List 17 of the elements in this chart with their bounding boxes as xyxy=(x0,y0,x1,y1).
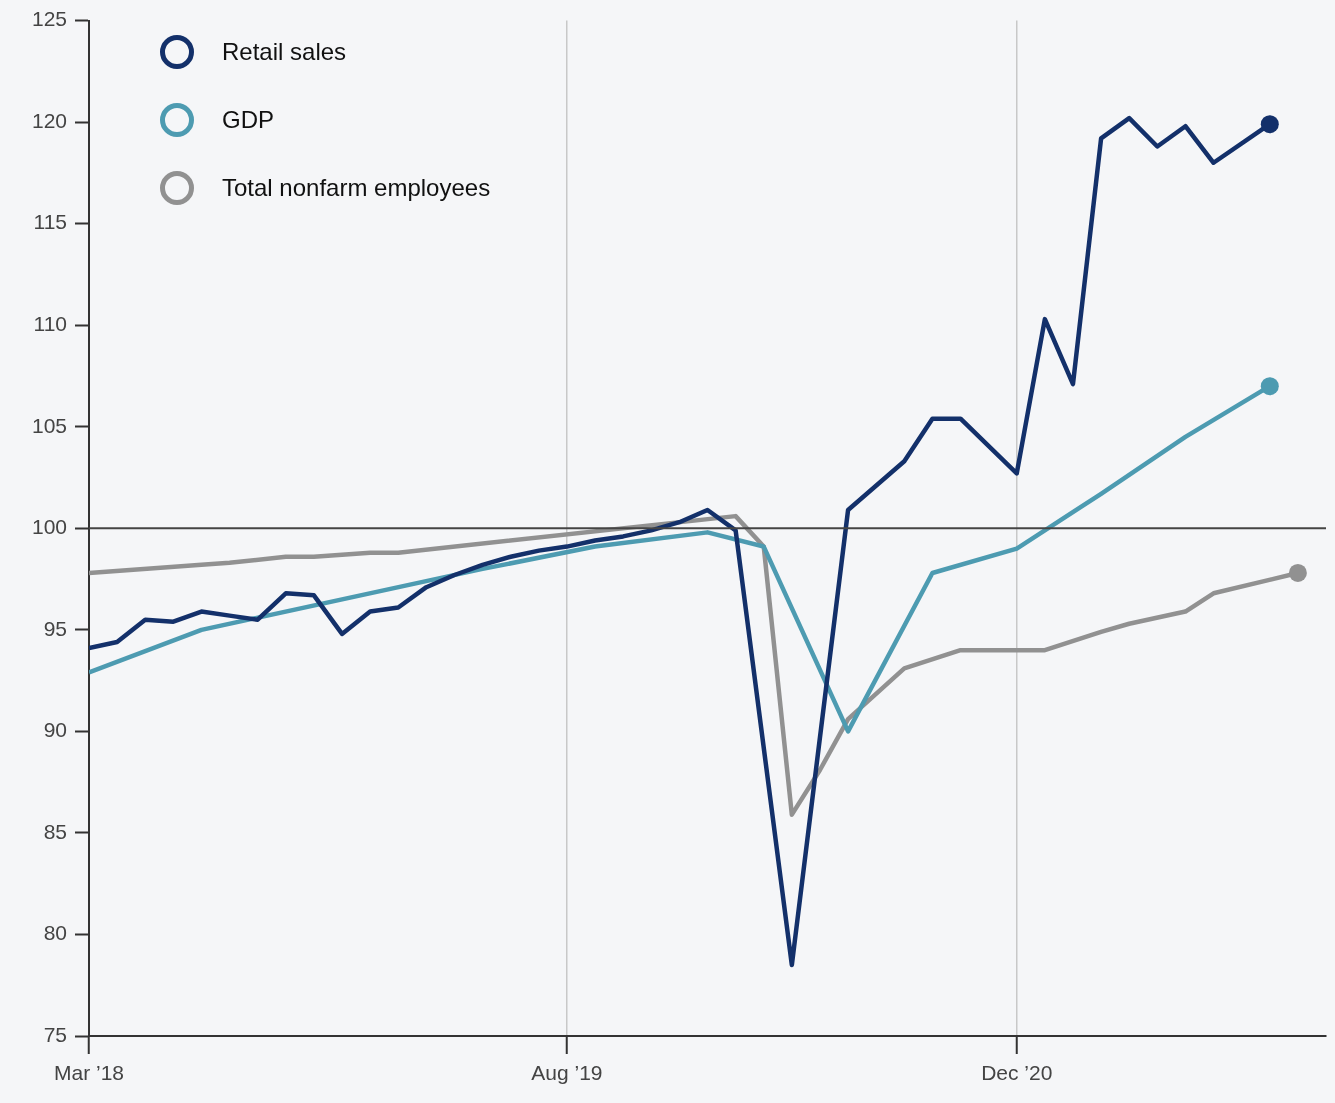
y-tick-label: 75 xyxy=(43,1022,67,1046)
y-tick-label: 80 xyxy=(43,921,67,945)
y-tick-label: 125 xyxy=(31,7,67,31)
x-tick-label: Mar ’18 xyxy=(53,1061,125,1085)
y-tick-label: 105 xyxy=(31,413,67,437)
y-tick-label: 110 xyxy=(33,312,67,336)
x-tick-label: Dec ’20 xyxy=(981,1061,1053,1085)
y-tick-label: 120 xyxy=(31,108,67,132)
legend-label: Total nonfarm employees xyxy=(222,174,491,202)
y-tick-label: 90 xyxy=(43,718,67,742)
y-tick-label: 95 xyxy=(43,616,67,640)
legend-label: GDP xyxy=(222,106,275,134)
x-tick-label: Aug ’19 xyxy=(531,1061,603,1085)
y-tick-label: 115 xyxy=(33,210,67,234)
legend-label: Retail sales xyxy=(222,38,347,66)
y-tick-label: 85 xyxy=(43,819,67,843)
y-tick-label: 100 xyxy=(31,515,67,539)
